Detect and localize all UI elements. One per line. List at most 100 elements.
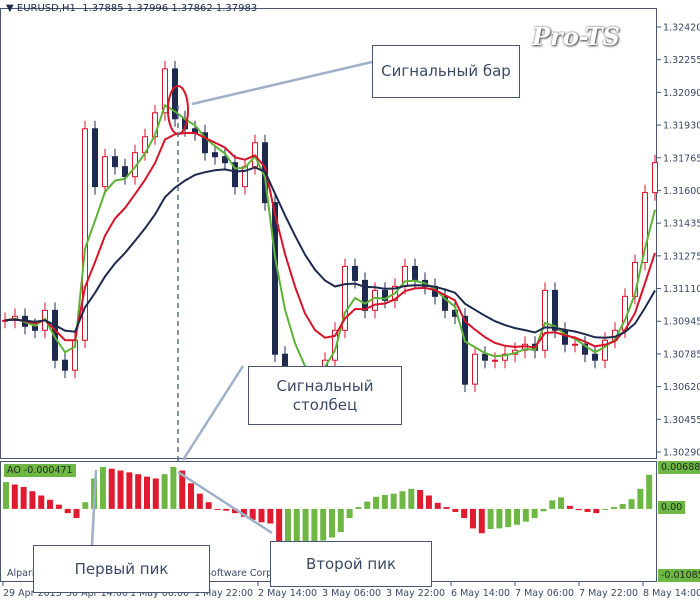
ao-bar (469, 508, 476, 529)
ao-bar (161, 474, 168, 509)
ao-bar (170, 466, 177, 509)
ao-bar (284, 508, 291, 552)
ao-label: AO -0.000471 (4, 464, 76, 477)
ao-bar (610, 507, 617, 509)
candle (652, 162, 658, 194)
ao-bar (188, 483, 195, 509)
signal-column-arrow (181, 365, 245, 461)
ao-bar (179, 470, 186, 509)
ao-bar (443, 507, 450, 509)
ao-bar (514, 508, 521, 525)
candle (602, 339, 608, 361)
ao-bar (522, 508, 529, 522)
ao-bar (320, 508, 327, 541)
candle (572, 343, 578, 346)
ao-bar (619, 504, 626, 509)
candle (362, 279, 368, 311)
candle (272, 202, 278, 355)
price-tick-label: 1.32255 (663, 55, 700, 66)
ao-bar (38, 495, 45, 509)
price-tick-label: 1.32090 (663, 88, 700, 99)
candle (212, 152, 218, 158)
candle (412, 265, 418, 281)
ao-zero-label: 0.00 (658, 501, 686, 514)
ao-bar (337, 508, 344, 533)
candle (52, 309, 58, 361)
ao-bar (20, 486, 27, 509)
ao-bar (593, 508, 600, 514)
candle (592, 353, 598, 361)
ao-bar (82, 502, 89, 509)
ao-bar (575, 508, 582, 511)
candle (352, 265, 358, 281)
ao-bar (293, 508, 300, 546)
first-peak-arrow (90, 469, 98, 546)
time-tick-label: 2 May 14:00 (258, 588, 317, 599)
candle (112, 156, 118, 168)
ao-bar (434, 502, 441, 509)
candle (162, 68, 168, 114)
ao-bar (205, 502, 212, 509)
ao-bar (558, 497, 565, 509)
ohlc-values: 1.37885 1.37996 1.37862 1.37983 (82, 3, 258, 14)
ao-bar (99, 466, 106, 509)
ao-bar (381, 494, 388, 509)
ao-bar (646, 474, 653, 509)
ao-bar (355, 507, 362, 509)
ao-bar (584, 508, 591, 512)
price-tick-label: 1.31110 (663, 284, 700, 295)
ao-bar (311, 508, 318, 543)
ao-bar (223, 508, 230, 511)
candle (552, 289, 558, 331)
symbol-label: EURUSD,H1 (16, 3, 76, 14)
ao-bar (346, 508, 353, 519)
price-tick-label: 1.30620 (663, 382, 700, 393)
ao-bar (425, 495, 432, 509)
candle (62, 359, 68, 371)
time-tick-label: 6 May 14:00 (451, 588, 510, 599)
candles (2, 60, 658, 403)
second-peak-callout: Второй пик (270, 541, 432, 587)
ao-bar (232, 508, 239, 514)
signal-column-callout: Сигнальный столбец (248, 366, 402, 425)
candle (382, 289, 388, 301)
candle (122, 166, 128, 178)
ao-bar (390, 493, 397, 509)
signal-bar-arrow (191, 60, 373, 106)
main-panel-border (0, 8, 657, 459)
ao-bar (408, 488, 415, 509)
chart-header: ▼ EURUSD,H1 1.37885 1.37996 1.37862 1.37… (6, 3, 257, 14)
candle (492, 359, 498, 362)
copyright-left: Alpari (7, 568, 35, 579)
ao-bar (3, 482, 9, 509)
price-tick-label: 1.30945 (663, 317, 700, 328)
time-tick-label: 3 May 06:00 (322, 588, 381, 599)
candle (642, 192, 648, 263)
ao-bar (276, 508, 283, 556)
price-tick-label: 1.31275 (663, 251, 700, 262)
ao-bar (549, 500, 556, 509)
ao-bar (461, 508, 468, 519)
ao-bar (540, 508, 547, 512)
ao-bar (29, 491, 36, 509)
signal-bar-callout: Сигнальный бар (372, 45, 520, 98)
ao-bar (628, 499, 635, 509)
ao-bar (135, 474, 142, 509)
ao-bar (373, 496, 380, 509)
ao-bar (64, 508, 71, 514)
moving-averages (4, 103, 656, 374)
candle (332, 329, 338, 361)
price-tick-label: 1.32420 (663, 23, 700, 34)
candle (482, 353, 488, 361)
ao-bar (196, 493, 203, 509)
menu-triangle-icon[interactable]: ▼ (6, 3, 14, 14)
ao-bar (249, 508, 256, 520)
ao-bar (417, 490, 424, 509)
price-axis: 1.32420 1.32255 1.32090 1.31930 1.31765 1.316… (657, 23, 700, 459)
candle (102, 156, 108, 188)
time-tick-label: 1 May 06:00 (130, 588, 189, 599)
ao-bar (108, 468, 115, 509)
price-tick-label: 1.30455 (663, 415, 700, 426)
